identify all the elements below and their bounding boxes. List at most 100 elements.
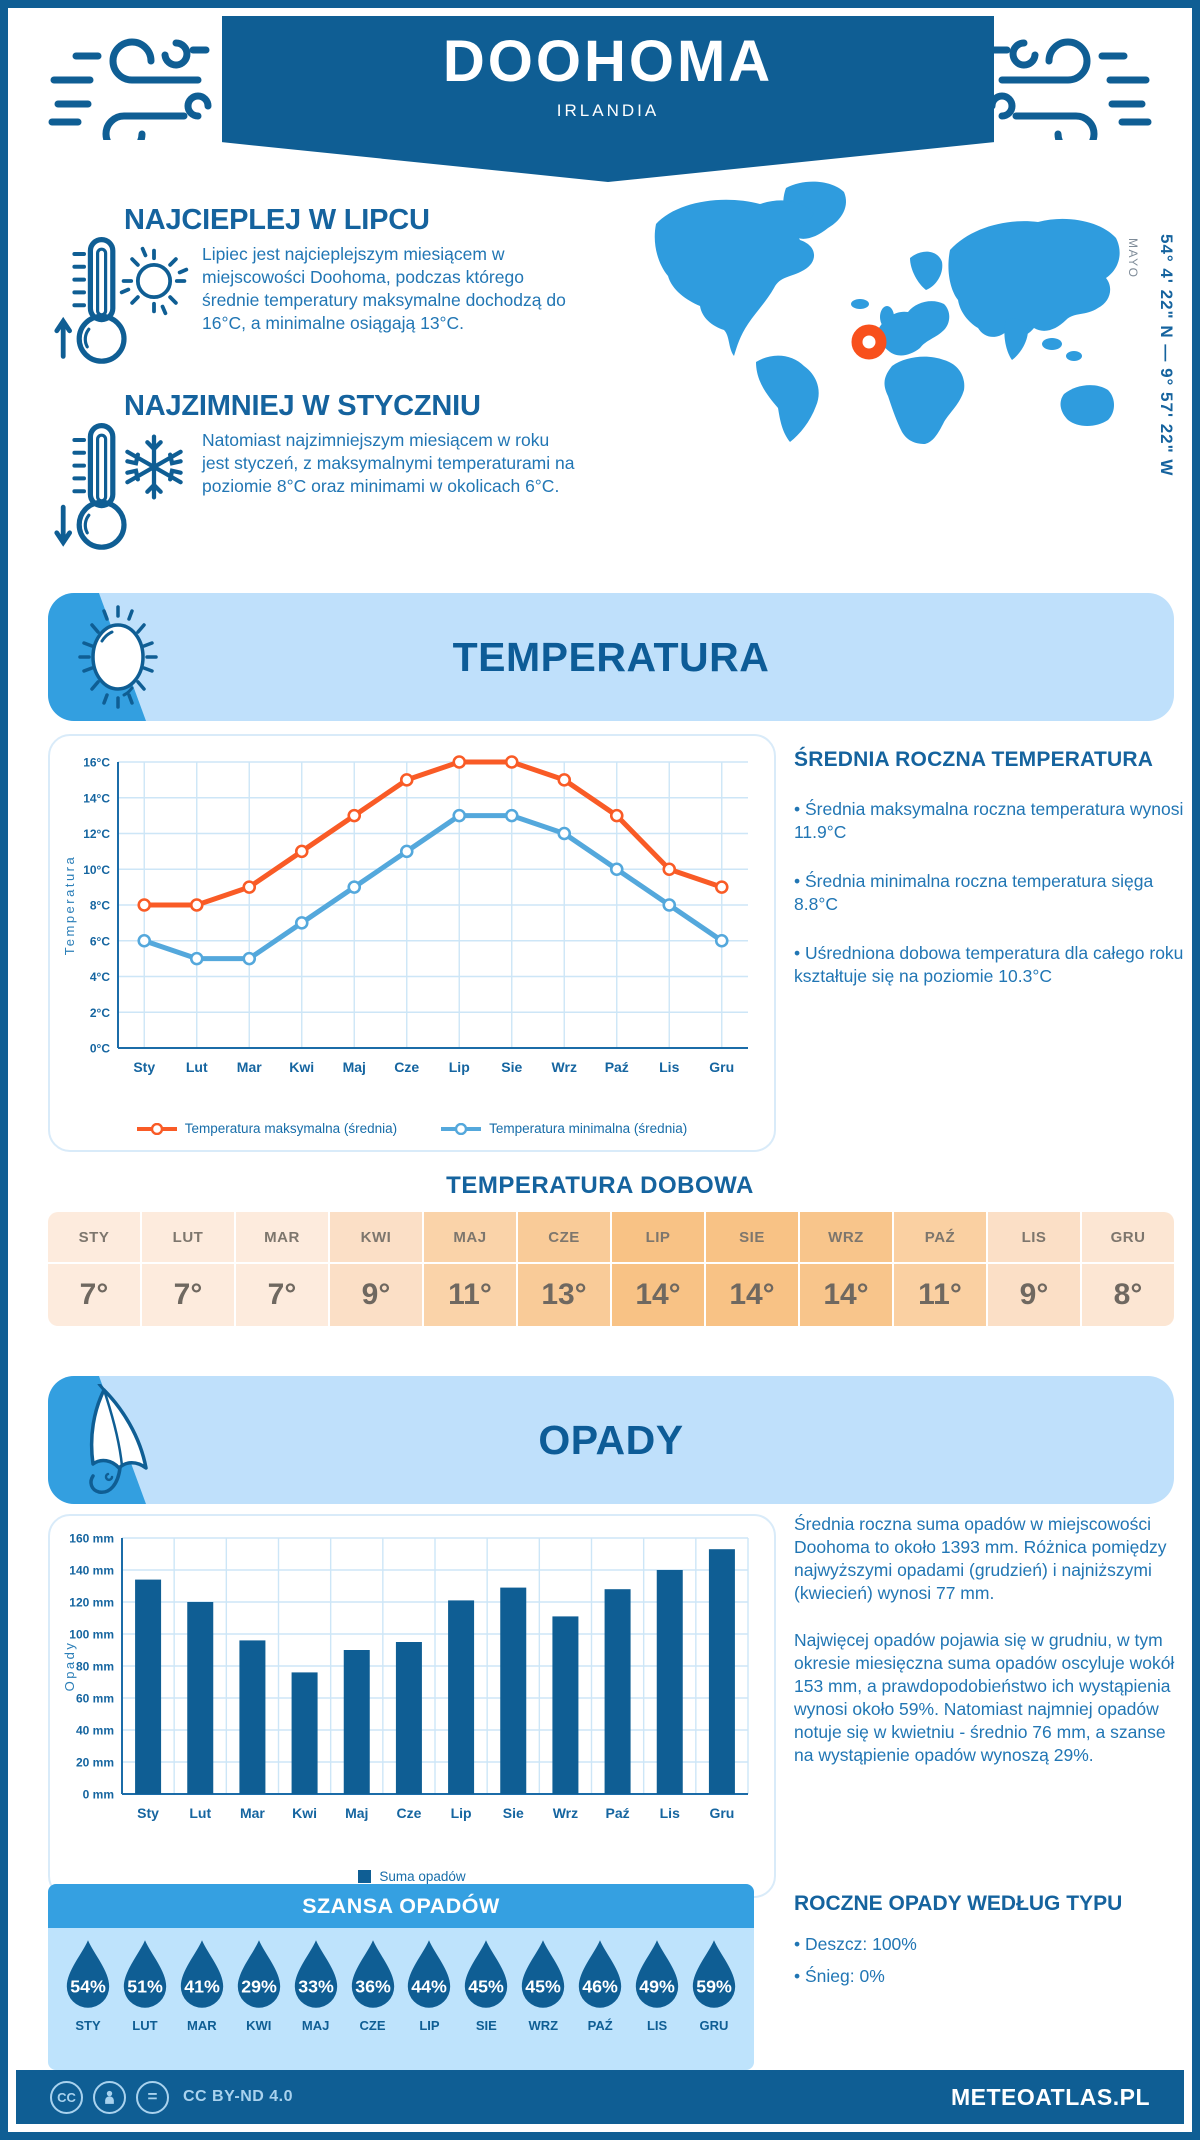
chance-month-label: LIS: [646, 2018, 668, 2033]
daily-temp-cell: LUT 7°: [142, 1212, 234, 1326]
raindrop-icon: 33%: [294, 1940, 337, 2008]
svg-text:12°C: 12°C: [83, 827, 110, 841]
legend-item: Temperatura maksymalna (średnia): [136, 1121, 397, 1136]
coordinates-label: 54° 4' 22" N — 9° 57' 22" W: [1157, 234, 1176, 477]
svg-text:2°C: 2°C: [90, 1006, 110, 1020]
precipitation-chart-legend: Suma opadów: [50, 1869, 774, 1884]
chance-month-label: MAR: [187, 2018, 217, 2033]
daily-temp-title: TEMPERATURA DOBOWA: [446, 1172, 754, 1199]
sun-icon: [119, 246, 189, 316]
svg-text:Kwi: Kwi: [289, 1059, 314, 1075]
chance-droplet: 45% WRZ: [517, 1938, 569, 2033]
svg-text:Lis: Lis: [660, 1805, 680, 1821]
svg-text:60 mm: 60 mm: [76, 1692, 114, 1706]
annual-temp-heading: ŚREDNIA ROCZNA TEMPERATURA: [794, 748, 1154, 771]
chance-droplet: 54% STY: [62, 1938, 114, 2033]
svg-text:Mar: Mar: [240, 1805, 265, 1821]
svg-text:Maj: Maj: [345, 1805, 368, 1821]
cc-nd-icon: =: [136, 2080, 169, 2114]
warmest-month-fact: NAJCIEPLEJ W LIPCU Lipiec jest najcieple…: [52, 204, 632, 364]
precip-type-heading: ROCZNE OPADY WEDŁUG TYPU: [794, 1892, 1123, 1915]
chance-month-label: SIE: [475, 2018, 497, 2033]
daily-temp-value: 14°: [612, 1262, 704, 1326]
chance-droplet: 51% LUT: [119, 1938, 171, 2033]
svg-text:Opady: Opady: [62, 1641, 77, 1692]
svg-text:120 mm: 120 mm: [69, 1596, 114, 1610]
raindrop-icon: 29%: [237, 1940, 280, 2008]
precip-paragraph: Najwięcej opadów pojawia się w grudniu, …: [794, 1630, 1175, 1765]
cc-badges: CC =: [50, 2080, 169, 2114]
daily-month-label: GRU: [1082, 1212, 1174, 1262]
daily-month-label: CZE: [518, 1212, 610, 1262]
coldest-month-fact: NAJZIMNIEJ W STYCZNIU Natomiast najzimni…: [52, 390, 632, 550]
legend-item: Temperatura minimalna (średnia): [441, 1121, 687, 1136]
precipitation-bar-chart: 0 mm 20 mm 40 mm 60 mm 80 mm 100 mm 120 mm 140 …: [58, 1526, 762, 1843]
temperature-chart-card: 0°C 2°C 4°C 6°C 8°C 10°C 12°C 14°C 16°C Sty Lut Mar…: [48, 734, 776, 1152]
wind-icon: [48, 38, 212, 140]
svg-text:Kwi: Kwi: [292, 1805, 317, 1821]
temperature-chart-legend: Temperatura maksymalna (średnia) Temperat…: [50, 1121, 774, 1136]
cc-logo-icon: CC: [50, 2080, 83, 2114]
chance-month-label: CZE: [359, 2018, 386, 2033]
svg-text:Lip: Lip: [451, 1805, 472, 1821]
chance-droplet: 59% GRU: [688, 1938, 740, 2033]
title-banner: DOOHOMA IRLANDIA: [222, 16, 994, 182]
daily-month-label: PAŹ: [894, 1212, 986, 1262]
footer-bar: CC = CC BY-ND 4.0 METEOATLAS.PL: [16, 2070, 1184, 2124]
legend-label: Suma opadów: [379, 1869, 466, 1884]
annual-temp-bullet: • Średnia minimalna roczna temperatura s…: [794, 871, 1154, 914]
chance-droplet: 44% LIP: [403, 1938, 455, 2033]
thermometer-down-icon: [54, 423, 127, 550]
svg-text:Wrz: Wrz: [553, 1805, 578, 1821]
svg-text:29%: 29%: [241, 1976, 277, 1996]
svg-text:Lut: Lut: [189, 1805, 211, 1821]
thermometer-up-icon: [54, 237, 127, 364]
precip-type-snow: • Śnieg: 0%: [794, 1966, 885, 1986]
svg-text:Sty: Sty: [137, 1805, 159, 1821]
warmest-body: Lipiec jest najcieplejszym miesiącem w m…: [202, 244, 566, 333]
svg-text:0 mm: 0 mm: [83, 1788, 114, 1802]
daily-temp-cell: SIE 14°: [706, 1212, 798, 1326]
annual-temp-bullet: • Uśredniona dobowa temperatura dla całe…: [794, 943, 1184, 986]
chance-droplet: 29% KWI: [233, 1938, 285, 2033]
svg-text:Lis: Lis: [659, 1059, 679, 1075]
raindrop-icon: 36%: [351, 1940, 394, 2008]
warmest-heading: NAJCIEPLEJ W LIPCU: [124, 204, 430, 236]
daily-month-label: LIP: [612, 1212, 704, 1262]
svg-text:Maj: Maj: [343, 1059, 366, 1075]
world-map: [654, 181, 1120, 444]
svg-text:59%: 59%: [696, 1976, 732, 1996]
coldest-heading: NAJZIMNIEJ W STYCZNIU: [124, 390, 481, 422]
umbrella-icon: [89, 1384, 148, 1494]
daily-temp-cell: LIS 9°: [988, 1212, 1080, 1326]
precipitation-section-banner: OPADY: [48, 1376, 1174, 1504]
region-label: MAYO: [1126, 238, 1140, 279]
daily-month-label: STY: [48, 1212, 140, 1262]
daily-temp-value: 11°: [424, 1262, 516, 1326]
chance-body: 54% STY 51% LUT 41% MAR 29% KWI 33% MAJ 36% CZE 44% L…: [48, 1928, 754, 2070]
daily-temp-value: 7°: [48, 1262, 140, 1326]
svg-text:Lip: Lip: [449, 1059, 470, 1075]
svg-text:10°C: 10°C: [83, 863, 110, 877]
svg-text:Temperatura: Temperatura: [62, 855, 77, 955]
chance-month-label: PAŹ: [587, 2018, 613, 2033]
raindrop-icon: 45%: [522, 1940, 565, 2008]
chance-title: SZANSA OPADÓW: [48, 1884, 754, 1928]
daily-temp-value: 8°: [1082, 1262, 1174, 1326]
daily-temp-value: 14°: [800, 1262, 892, 1326]
annual-temperature-block: ŚREDNIA ROCZNA TEMPERATURA • Średnia mak…: [794, 748, 1186, 988]
daily-temp-table: STY 7° LUT 7° MAR 7° KWI 9° MAJ 11° CZE 13° LIP 14° SI…: [48, 1212, 1174, 1326]
chance-month-label: MAJ: [301, 2018, 330, 2033]
cc-attribution-icon: [93, 2080, 126, 2114]
daily-temp-value: 14°: [706, 1262, 798, 1326]
legend-marker: [441, 1122, 482, 1135]
svg-text:Cze: Cze: [396, 1805, 421, 1821]
raindrop-icon: 45%: [465, 1940, 508, 2008]
daily-temp-cell: LIP 14°: [612, 1212, 704, 1326]
chance-month-label: WRZ: [528, 2018, 559, 2033]
svg-text:Wrz: Wrz: [552, 1059, 577, 1075]
daily-month-label: KWI: [330, 1212, 422, 1262]
legend-marker: [358, 1870, 372, 1883]
chance-droplet: 33% MAJ: [290, 1938, 342, 2033]
daily-temp-value: 9°: [330, 1262, 422, 1326]
